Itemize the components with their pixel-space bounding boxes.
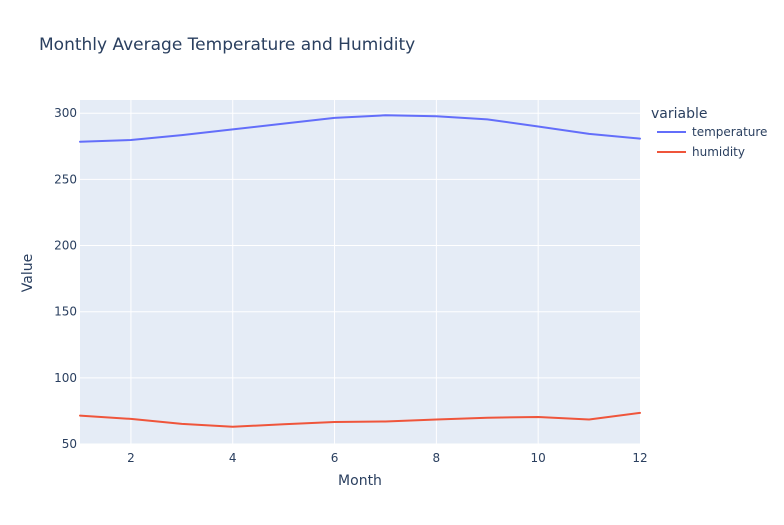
x-tick-label: 6 <box>331 451 339 465</box>
grid <box>80 100 640 445</box>
legend-item-humidity: humidity <box>692 145 745 159</box>
x-tick-label: 2 <box>127 451 135 465</box>
x-axis-ticks: 2 4 6 8 10 12 <box>127 451 648 465</box>
x-tick-label: 4 <box>229 451 237 465</box>
legend: variable temperature humidity <box>651 106 767 159</box>
y-tick-label: 250 <box>54 172 77 186</box>
series-line-temperature <box>79 114 641 143</box>
y-tick-label: 100 <box>54 371 77 385</box>
x-axis-title: Month <box>338 473 382 489</box>
x-tick-label: 8 <box>433 451 441 465</box>
x-tick-label: 10 <box>531 451 546 465</box>
x-tick-label: 12 <box>632 451 647 465</box>
y-axis-ticks: 50 100 150 200 250 300 <box>54 106 77 451</box>
chart-title: Monthly Average Temperature and Humidity <box>39 35 415 55</box>
y-tick-label: 200 <box>54 239 77 253</box>
legend-item-temperature: temperature <box>692 125 767 139</box>
y-tick-label: 300 <box>54 106 77 120</box>
y-tick-label: 150 <box>54 305 77 319</box>
y-axis-title: Value <box>20 254 36 292</box>
legend-title: variable <box>651 106 707 122</box>
series-layer <box>79 114 641 428</box>
plot-area <box>80 100 640 444</box>
y-tick-label: 50 <box>62 437 77 451</box>
series-line-humidity <box>79 411 641 428</box>
